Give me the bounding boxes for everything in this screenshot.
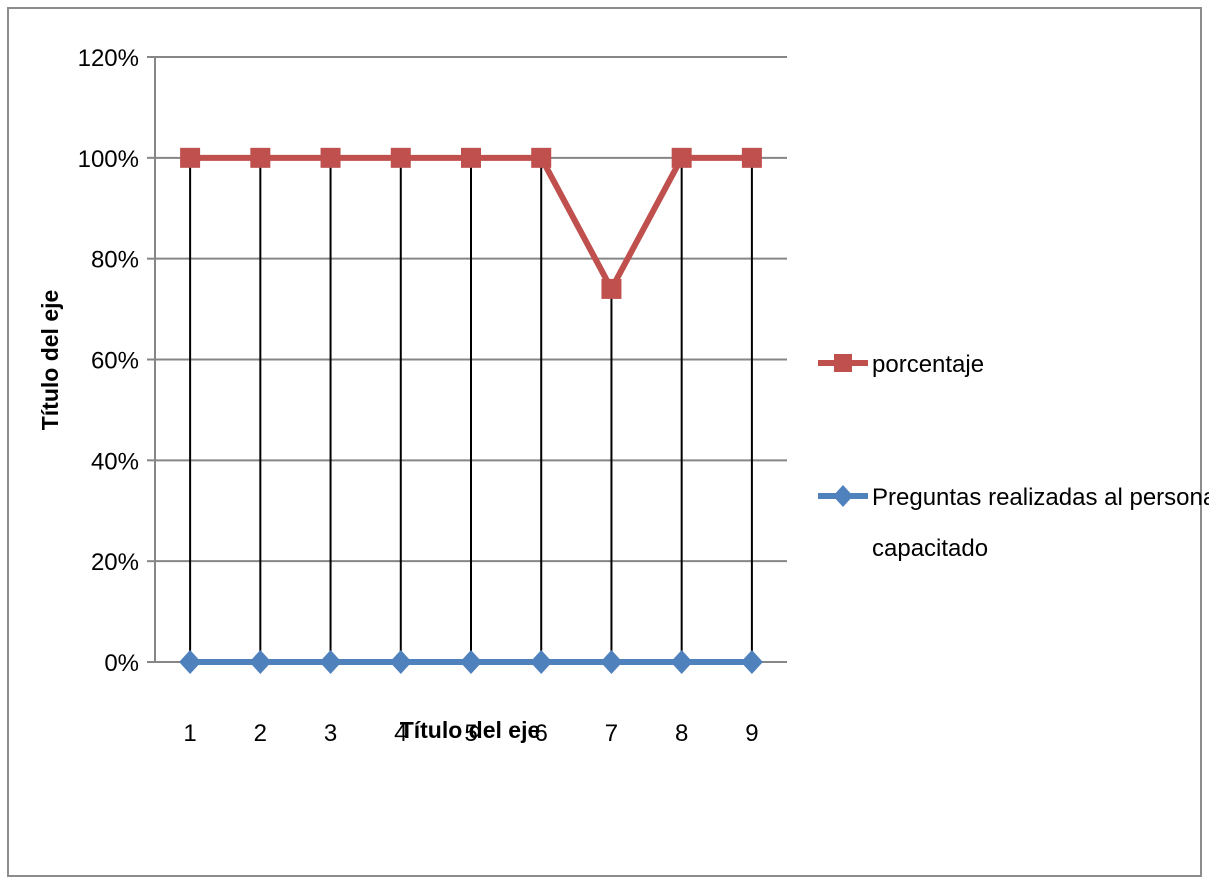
data-point-porcentaje xyxy=(320,147,341,168)
data-point-porcentaje xyxy=(250,147,271,168)
legend-marker-porcentaje xyxy=(834,354,852,372)
data-point-preguntas xyxy=(389,650,412,674)
legend-label-preguntas-line1: Preguntas realizadas al personal xyxy=(872,484,1209,511)
legend-label-preguntas-line2: capacitado xyxy=(872,535,988,562)
y-tick-label: 80% xyxy=(91,247,139,274)
x-tick-label: 5 xyxy=(464,720,477,747)
data-point-preguntas xyxy=(530,650,553,674)
y-tick-label: 120% xyxy=(78,45,139,72)
data-point-porcentaje xyxy=(601,278,622,299)
y-tick-labels: 0% 20% 40% 60% 80% 100% 120% xyxy=(78,45,139,677)
y-tick-label: 60% xyxy=(91,348,139,375)
x-tick-label: 4 xyxy=(394,720,407,747)
x-tick-label: 6 xyxy=(535,720,548,747)
legend-label-porcentaje: porcentaje xyxy=(872,351,984,378)
y-tick-label: 0% xyxy=(104,650,139,677)
data-point-preguntas xyxy=(319,650,342,674)
data-point-preguntas xyxy=(179,650,202,674)
data-point-porcentaje xyxy=(531,147,552,168)
x-tick-label: 7 xyxy=(605,720,618,747)
data-point-porcentaje xyxy=(390,147,411,168)
x-tick-label: 2 xyxy=(254,720,267,747)
data-point-porcentaje xyxy=(741,147,762,168)
legend-item-preguntas: Preguntas realizadas al personal capacit… xyxy=(818,484,1209,562)
y-tick-label: 40% xyxy=(91,448,139,475)
y-tick-label: 100% xyxy=(78,146,139,173)
data-point-porcentaje xyxy=(461,147,481,168)
data-point-porcentaje xyxy=(671,147,692,168)
legend: porcentaje Preguntas realizadas al perso… xyxy=(818,351,1209,562)
data-point-preguntas xyxy=(249,650,272,674)
x-axis-title: Título del eje xyxy=(400,717,541,743)
x-tick-label: 8 xyxy=(675,720,688,747)
x-tick-labels: 1 2 3 4 5 6 7 8 9 xyxy=(183,720,758,747)
drop-lines xyxy=(189,157,753,662)
data-point-porcentaje xyxy=(180,147,201,168)
x-tick-label: 3 xyxy=(324,720,337,747)
y-tick-label: 20% xyxy=(91,549,139,576)
legend-marker-preguntas xyxy=(833,485,853,507)
data-point-preguntas xyxy=(460,650,482,674)
data-point-preguntas xyxy=(600,650,623,674)
x-tick-label: 1 xyxy=(183,720,196,747)
data-point-preguntas xyxy=(670,650,693,674)
chart-border xyxy=(7,7,1202,877)
legend-item-porcentaje: porcentaje xyxy=(818,351,984,378)
x-tick-label: 9 xyxy=(745,720,758,747)
y-axis-title: Título del eje xyxy=(37,290,63,431)
data-point-preguntas xyxy=(740,650,763,674)
series xyxy=(179,147,763,674)
